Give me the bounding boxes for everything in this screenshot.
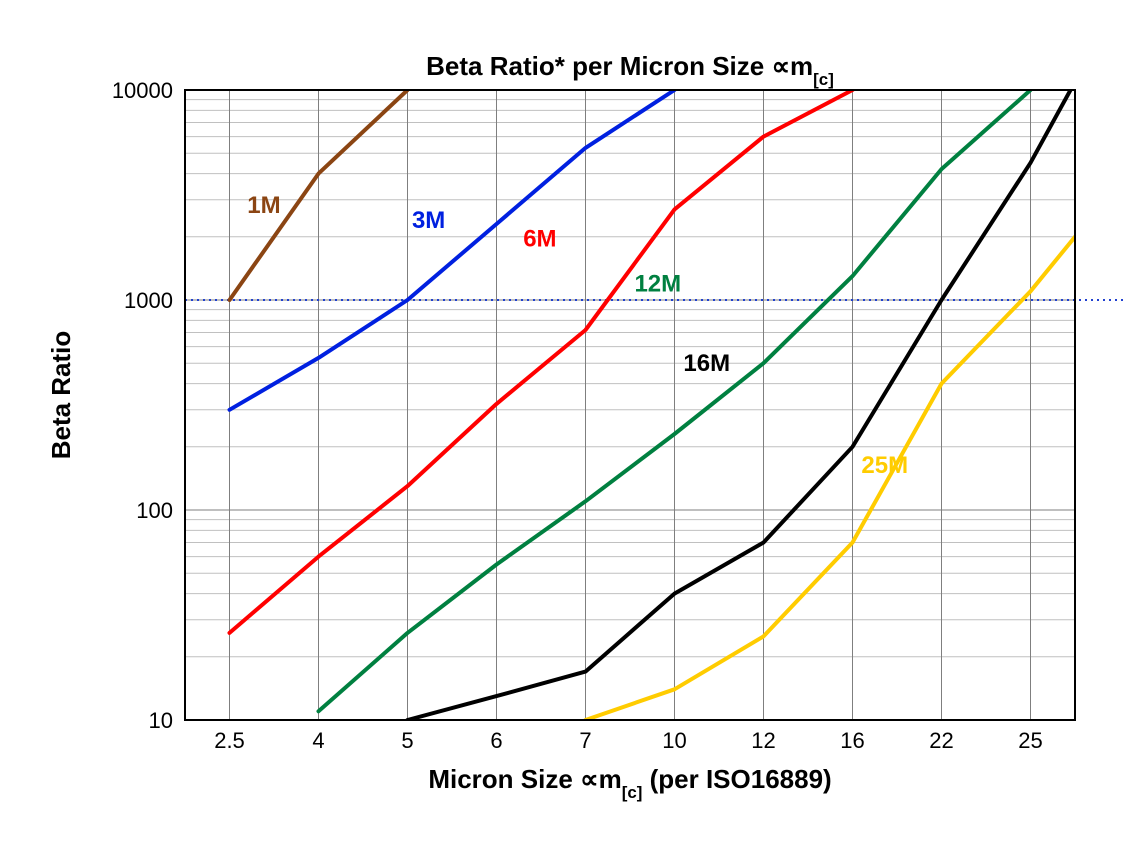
y-tick-label: 1000	[124, 288, 173, 313]
x-tick-label: 22	[929, 728, 953, 753]
series-label-16M: 16M	[683, 350, 730, 377]
y-tick-label: 10	[149, 708, 173, 733]
series-label-12M: 12M	[634, 270, 681, 297]
series-label-3M: 3M	[412, 207, 445, 234]
x-tick-label: 12	[751, 728, 775, 753]
x-tick-label: 6	[490, 728, 502, 753]
series-label-6M: 6M	[523, 225, 556, 252]
x-tick-label: 7	[579, 728, 591, 753]
y-tick-label: 100	[136, 498, 173, 523]
x-tick-label: 2.5	[214, 728, 245, 753]
beta-ratio-chart: 10 100 1000 10000 2.5 4 5 6 7 10 12 16 22 25 1M 3M 6M 12M…	[0, 0, 1134, 852]
y-axis-label: Beta Ratio	[46, 331, 76, 460]
x-tick-label: 25	[1018, 728, 1042, 753]
y-tick-label: 10000	[112, 78, 173, 103]
x-tick-label: 16	[840, 728, 864, 753]
series-label-1M: 1M	[247, 192, 280, 219]
series-label-25M: 25M	[861, 452, 908, 479]
x-tick-label: 10	[662, 728, 686, 753]
x-tick-label: 5	[401, 728, 413, 753]
x-tick-label: 4	[312, 728, 324, 753]
